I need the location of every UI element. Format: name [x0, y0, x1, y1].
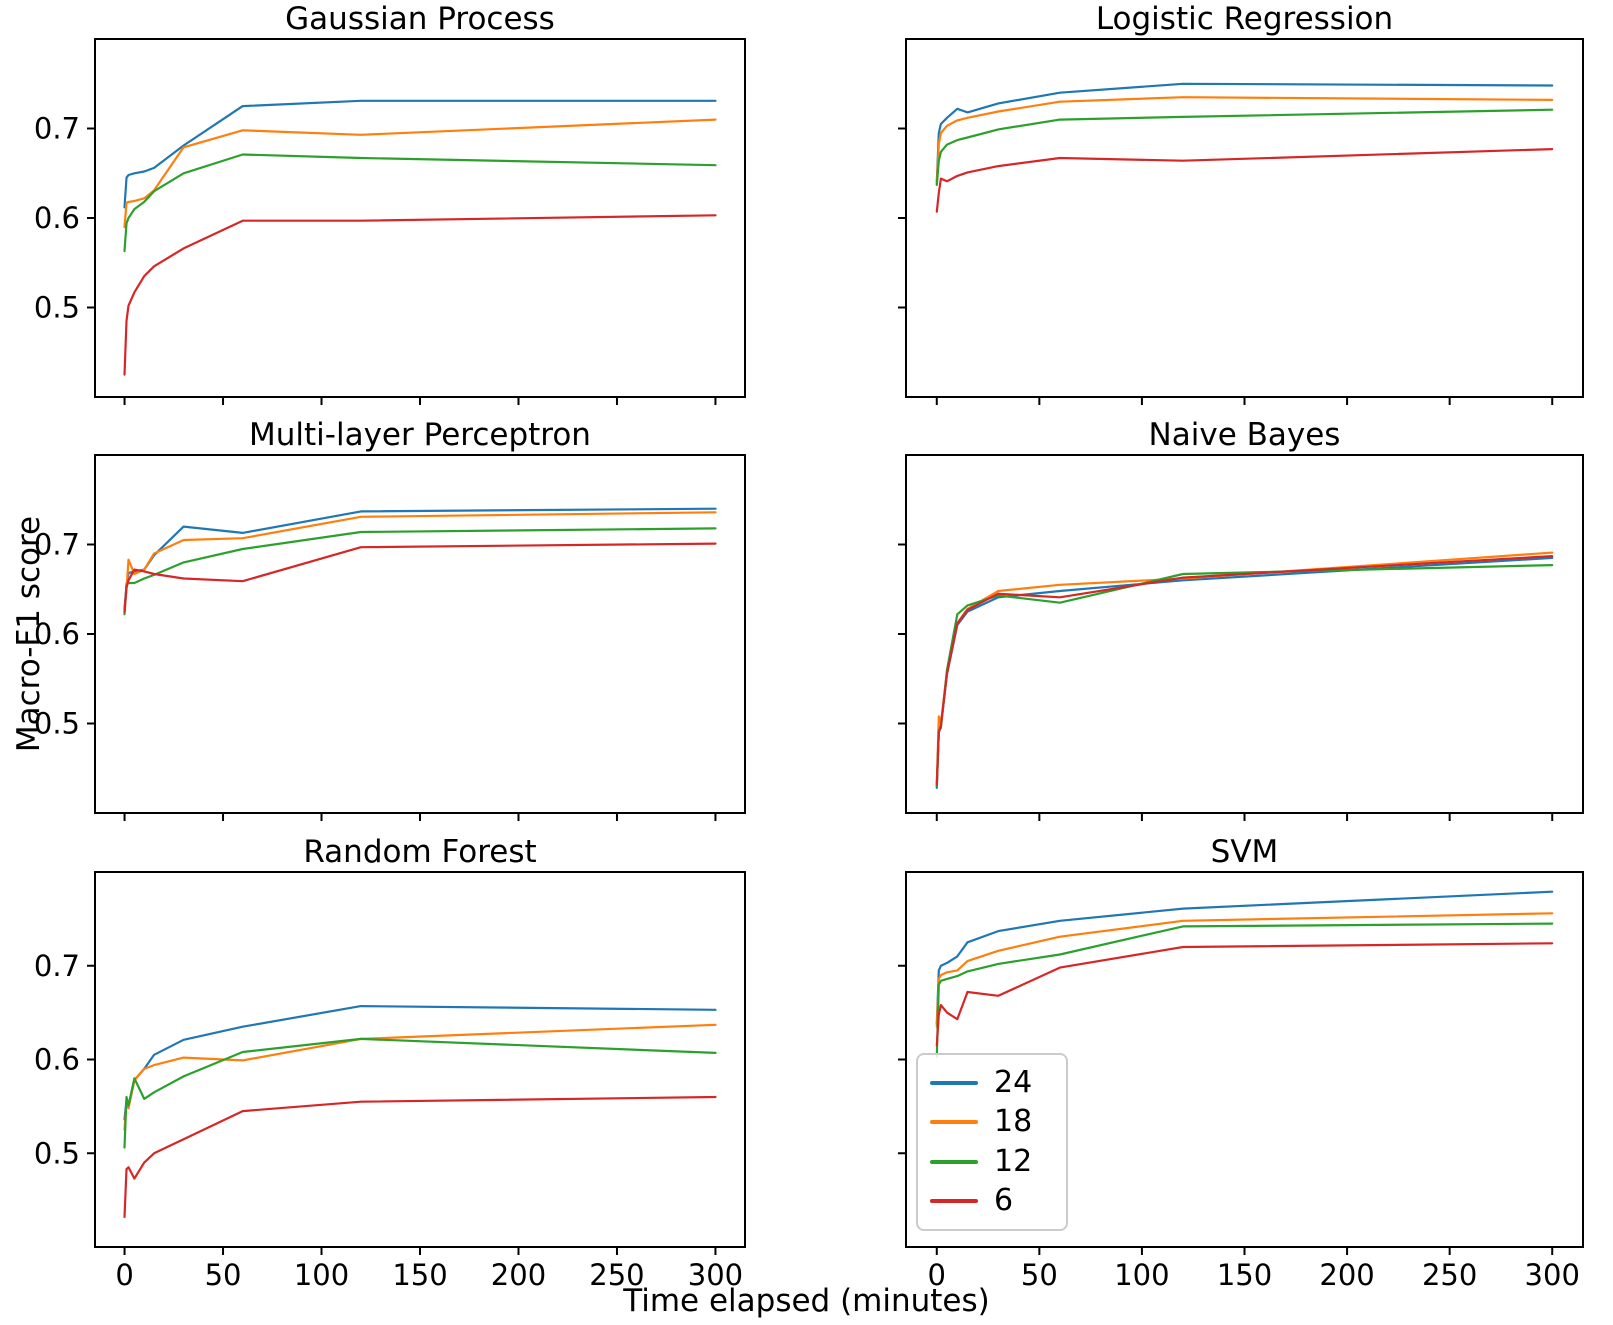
series-line-18 — [123, 511, 717, 613]
series-line-18 — [935, 96, 1554, 186]
x-tick-label: 300 — [1525, 1258, 1580, 1292]
axes-spines — [94, 454, 746, 814]
legend-label-6: 6 — [994, 1183, 1014, 1219]
series-line-12 — [935, 108, 1554, 186]
legend-entry-18: 18 — [930, 1106, 1054, 1138]
series-line-12 — [123, 1037, 717, 1149]
series-line-24 — [935, 82, 1554, 184]
x-tick-label: 0 — [928, 1258, 946, 1292]
series-line-24 — [123, 99, 717, 209]
series-line-6 — [123, 214, 717, 376]
series-line-6 — [123, 1095, 717, 1219]
y-axis-label: Macro-F1 score — [11, 515, 47, 753]
legend-entry-6: 6 — [930, 1185, 1054, 1217]
legend: 24 18 12 6 — [916, 1053, 1068, 1231]
series-line-24 — [123, 1004, 717, 1121]
series-line-24 — [935, 890, 1554, 1026]
x-axis-label: Time elapsed (minutes) — [623, 1283, 990, 1319]
axes-multi-layer-perceptron: 0.5 0.6 0.7 — [34, 454, 746, 821]
axes-spines — [905, 454, 1584, 814]
x-tick-label: 200 — [1319, 1258, 1374, 1292]
subplot-title-logistic-regression: Logistic Regression — [1095, 1, 1394, 37]
y-tick-label: 0.5 — [34, 707, 80, 741]
legend-label-18: 18 — [994, 1104, 1033, 1140]
series-line-6 — [935, 148, 1554, 213]
x-tick-label: 50 — [205, 1258, 242, 1292]
x-tick-label: 250 — [1422, 1258, 1477, 1292]
axes-random-forest: 0 50 100 150 200 250 300 0.5 0.6 0.7 — [34, 871, 746, 1292]
series-line-12 — [935, 563, 1554, 788]
series-line-12 — [123, 527, 717, 616]
series-line-18 — [123, 118, 717, 229]
y-tick-label: 0.7 — [34, 112, 80, 146]
series-line-12 — [123, 153, 717, 253]
series-line-24 — [123, 507, 717, 611]
subplot-title-gaussian-process: Gaussian Process — [285, 1, 555, 37]
legend-line-swatch-24 — [930, 1080, 978, 1085]
y-tick-label: 0.7 — [34, 528, 80, 562]
series-line-6 — [935, 942, 1554, 1047]
x-tick-label: 150 — [1217, 1258, 1272, 1292]
legend-line-swatch-6 — [930, 1199, 978, 1204]
subplot-title-naive-bayes: Naive Bayes — [1148, 417, 1341, 453]
y-tick-label: 0.6 — [34, 617, 80, 651]
x-tick-label: 300 — [688, 1258, 743, 1292]
y-tick-label: 0.6 — [34, 1043, 80, 1077]
x-tick-label: 200 — [491, 1258, 546, 1292]
series-line-18 — [935, 912, 1554, 1028]
subplot-title-svm: SVM — [1210, 834, 1279, 870]
x-tick-label: 150 — [392, 1258, 447, 1292]
x-tick-label: 0 — [115, 1258, 133, 1292]
axes-naive-bayes — [898, 454, 1584, 821]
x-tick-label: 50 — [1021, 1258, 1058, 1292]
y-tick-label: 0.6 — [34, 201, 80, 235]
x-tick-label: 100 — [294, 1258, 349, 1292]
axes-spines — [94, 38, 746, 398]
subplot-title-multi-layer-perceptron: Multi-layer Perceptron — [249, 417, 591, 453]
series-line-6 — [123, 542, 717, 613]
y-tick-label: 0.5 — [34, 1136, 80, 1170]
x-tick-label: 100 — [1114, 1258, 1169, 1292]
legend-entry-12: 12 — [930, 1143, 1054, 1179]
series-line-6 — [935, 554, 1554, 786]
axes-logistic-regression — [898, 38, 1584, 405]
legend-label-12: 12 — [994, 1143, 1033, 1179]
legend-entry-24: 24 — [930, 1064, 1054, 1100]
x-tick-label: 250 — [589, 1258, 644, 1292]
axes-spines — [94, 871, 746, 1248]
axes-svm: 0 50 100 150 200 250 300 — [898, 871, 1584, 1292]
axes-gaussian-process: 0.5 0.6 0.7 — [34, 38, 746, 405]
axes-spines — [905, 38, 1584, 398]
series-line-24 — [935, 556, 1554, 790]
series-line-18 — [935, 551, 1554, 786]
legend-line-swatch-12 — [930, 1159, 978, 1164]
y-tick-label: 0.5 — [34, 291, 80, 325]
series-line-12 — [935, 922, 1554, 1058]
subplot-title-random-forest: Random Forest — [303, 834, 537, 870]
y-tick-label: 0.7 — [34, 949, 80, 983]
axes-spines — [905, 871, 1584, 1248]
legend-line-swatch-18 — [930, 1120, 978, 1125]
legend-label-24: 24 — [994, 1064, 1033, 1100]
